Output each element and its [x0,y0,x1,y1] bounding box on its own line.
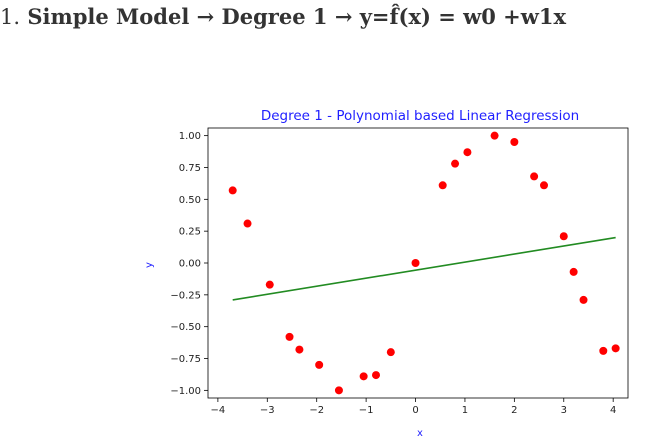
data-point [411,259,420,267]
data-point [451,159,460,168]
data-point [386,348,395,357]
data-point [334,386,343,395]
y-tick-label: 0.50 [179,195,201,206]
y-tick-label: 0.00 [179,259,201,270]
x-axis-label: x [417,428,423,439]
data-point [359,372,368,381]
data-point [265,280,274,289]
data-point [569,267,578,276]
chart-title: Degree 1 - Polynomial based Linear Regre… [261,108,579,124]
data-point [438,181,447,190]
data-point [295,345,304,354]
section-heading: 1. Simple Model → Degree 1 → y=f̂(x) = w… [0,4,650,29]
x-tick-label: 4 [610,405,616,416]
y-tick-label: 0.25 [179,227,201,238]
data-point [372,371,380,380]
x-tick-label: −3 [260,405,275,416]
data-point [228,186,237,195]
x-axis: −4 −3 −2 −1 0 1 2 3 4 [211,398,616,416]
x-tick-label: 3 [561,405,567,416]
data-point [285,332,294,341]
heading-text: Simple Model → Degree 1 → y=f̂(x) = w0 +… [27,4,566,29]
data-point [540,181,548,190]
x-tick-label: 0 [412,405,418,416]
data-point [599,346,608,355]
y-tick-label: −0.50 [170,322,201,333]
fit-line-group [232,236,616,301]
scatter-points [228,131,620,395]
y-tick-label: −0.25 [170,290,201,301]
x-tick-label: −4 [211,405,226,416]
data-point [579,295,588,304]
y-axis-label: y [144,262,155,268]
y-axis: 1.00 0.75 0.50 0.25 0.00 −0.25 −0.50 −0.75 −1.00 [170,131,208,397]
data-point [243,219,252,228]
y-tick-label: 0.75 [179,163,201,174]
x-tick-label: 2 [511,405,517,416]
data-point [559,232,568,241]
data-point [490,131,499,140]
regression-line [232,236,616,301]
y-tick-label: −0.75 [170,354,201,365]
heading-number: 1. [0,5,21,29]
x-tick-label: 1 [462,405,468,416]
data-point [510,138,519,147]
data-point [315,360,324,369]
data-point [611,344,620,353]
data-point [463,148,472,157]
data-point [530,172,539,181]
x-tick-label: −2 [309,405,324,416]
x-tick-label: −1 [359,405,374,416]
y-tick-label: 1.00 [179,131,201,142]
y-tick-label: −1.00 [170,386,201,397]
